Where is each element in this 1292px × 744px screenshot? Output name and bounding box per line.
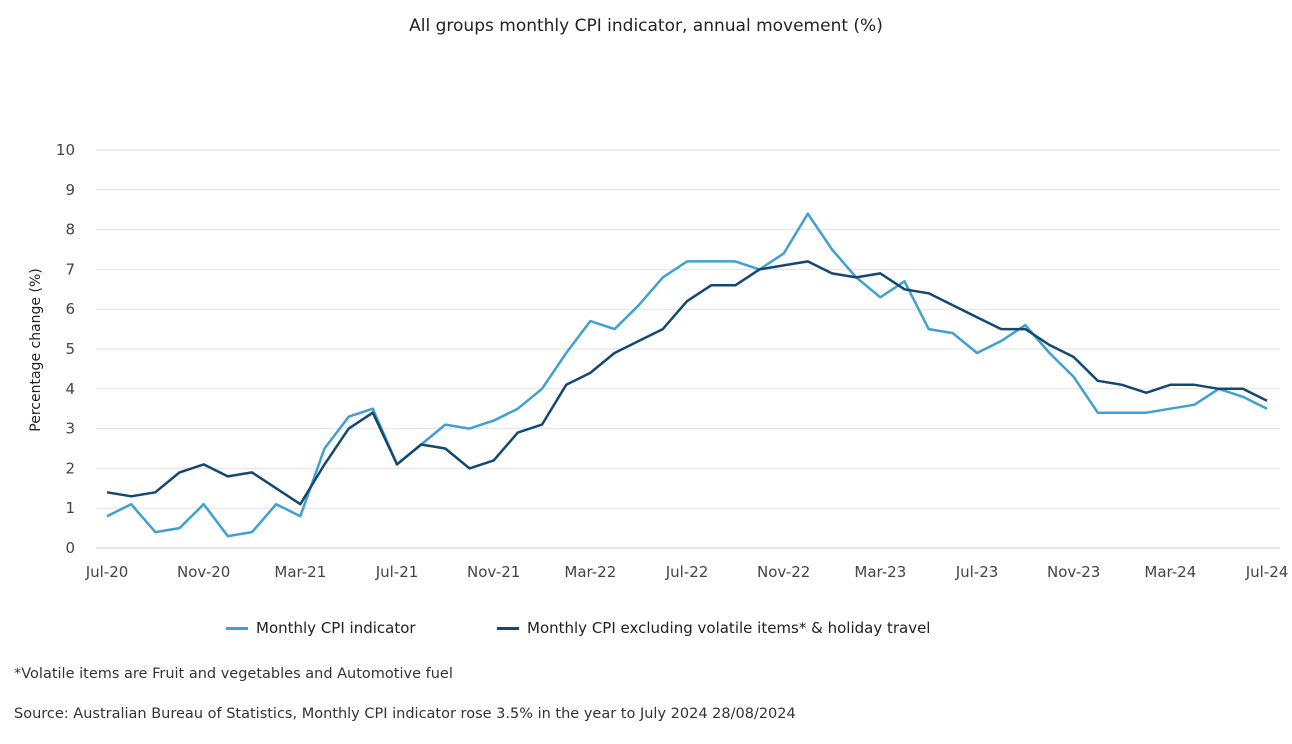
series-line-1 [106,212,1268,538]
y-tick-label: 5 [65,340,75,358]
y-tick-label: 7 [65,260,75,278]
x-tick-label: Mar-23 [854,563,906,581]
y-tick-label: 2 [65,459,75,477]
x-tick-label: Nov-20 [177,563,230,581]
y-tick-label: 3 [65,420,75,438]
x-tick-label: Jul-24 [1245,563,1289,581]
legend-label-series-1: Monthly CPI indicator [256,619,416,637]
y-tick-label: 0 [65,539,75,557]
chart-title: All groups monthly CPI indicator, annual… [409,16,883,36]
x-tick-label: Mar-21 [274,563,326,581]
x-tick-label: Mar-24 [1144,563,1196,581]
x-tick-label: Mar-22 [564,563,616,581]
x-tick-label: Nov-23 [1047,563,1100,581]
x-axis-ticks: Jul-20 Nov-20 Mar-21 Jul-21 Nov-21 Mar-22 Jul-… [85,563,1289,581]
y-tick-label: 1 [65,499,75,517]
x-tick-label: Jul-20 [85,563,129,581]
line-chart: 0 1 2 3 4 5 6 7 8 9 10 Jul-20 Nov-20 Mar-21 Jul-21 Nov… [28,141,1289,581]
y-tick-label: 9 [65,181,75,199]
source-note: Source: Australian Bureau of Statistics,… [14,706,796,722]
legend-item-series-2: Monthly CPI excluding volatile items* & … [497,619,930,637]
gridlines [96,149,1280,509]
legend-item-series-1: Monthly CPI indicator [226,619,416,637]
x-tick-label: Jul-21 [375,563,419,581]
y-tick-label: 6 [65,300,75,318]
footnote: *Volatile items are Fruit and vegetables… [14,666,453,682]
y-axis-ticks: 0 1 2 3 4 5 6 7 8 9 10 [56,141,75,557]
y-tick-label: 10 [56,141,75,159]
legend-swatch-series-2 [497,626,519,630]
series-line-2 [106,260,1268,506]
y-tick-label: 4 [65,380,75,398]
legend-swatch-series-1 [226,626,248,630]
x-tick-label: Nov-22 [757,563,810,581]
y-axis-label: Percentage change (%) [28,268,44,431]
legend-label-series-2: Monthly CPI excluding volatile items* & … [527,619,931,637]
x-tick-label: Jul-23 [955,563,999,581]
y-tick-label: 8 [65,221,75,239]
series-lines [106,212,1268,538]
x-tick-label: Jul-22 [665,563,709,581]
x-tick-label: Nov-21 [467,563,520,581]
